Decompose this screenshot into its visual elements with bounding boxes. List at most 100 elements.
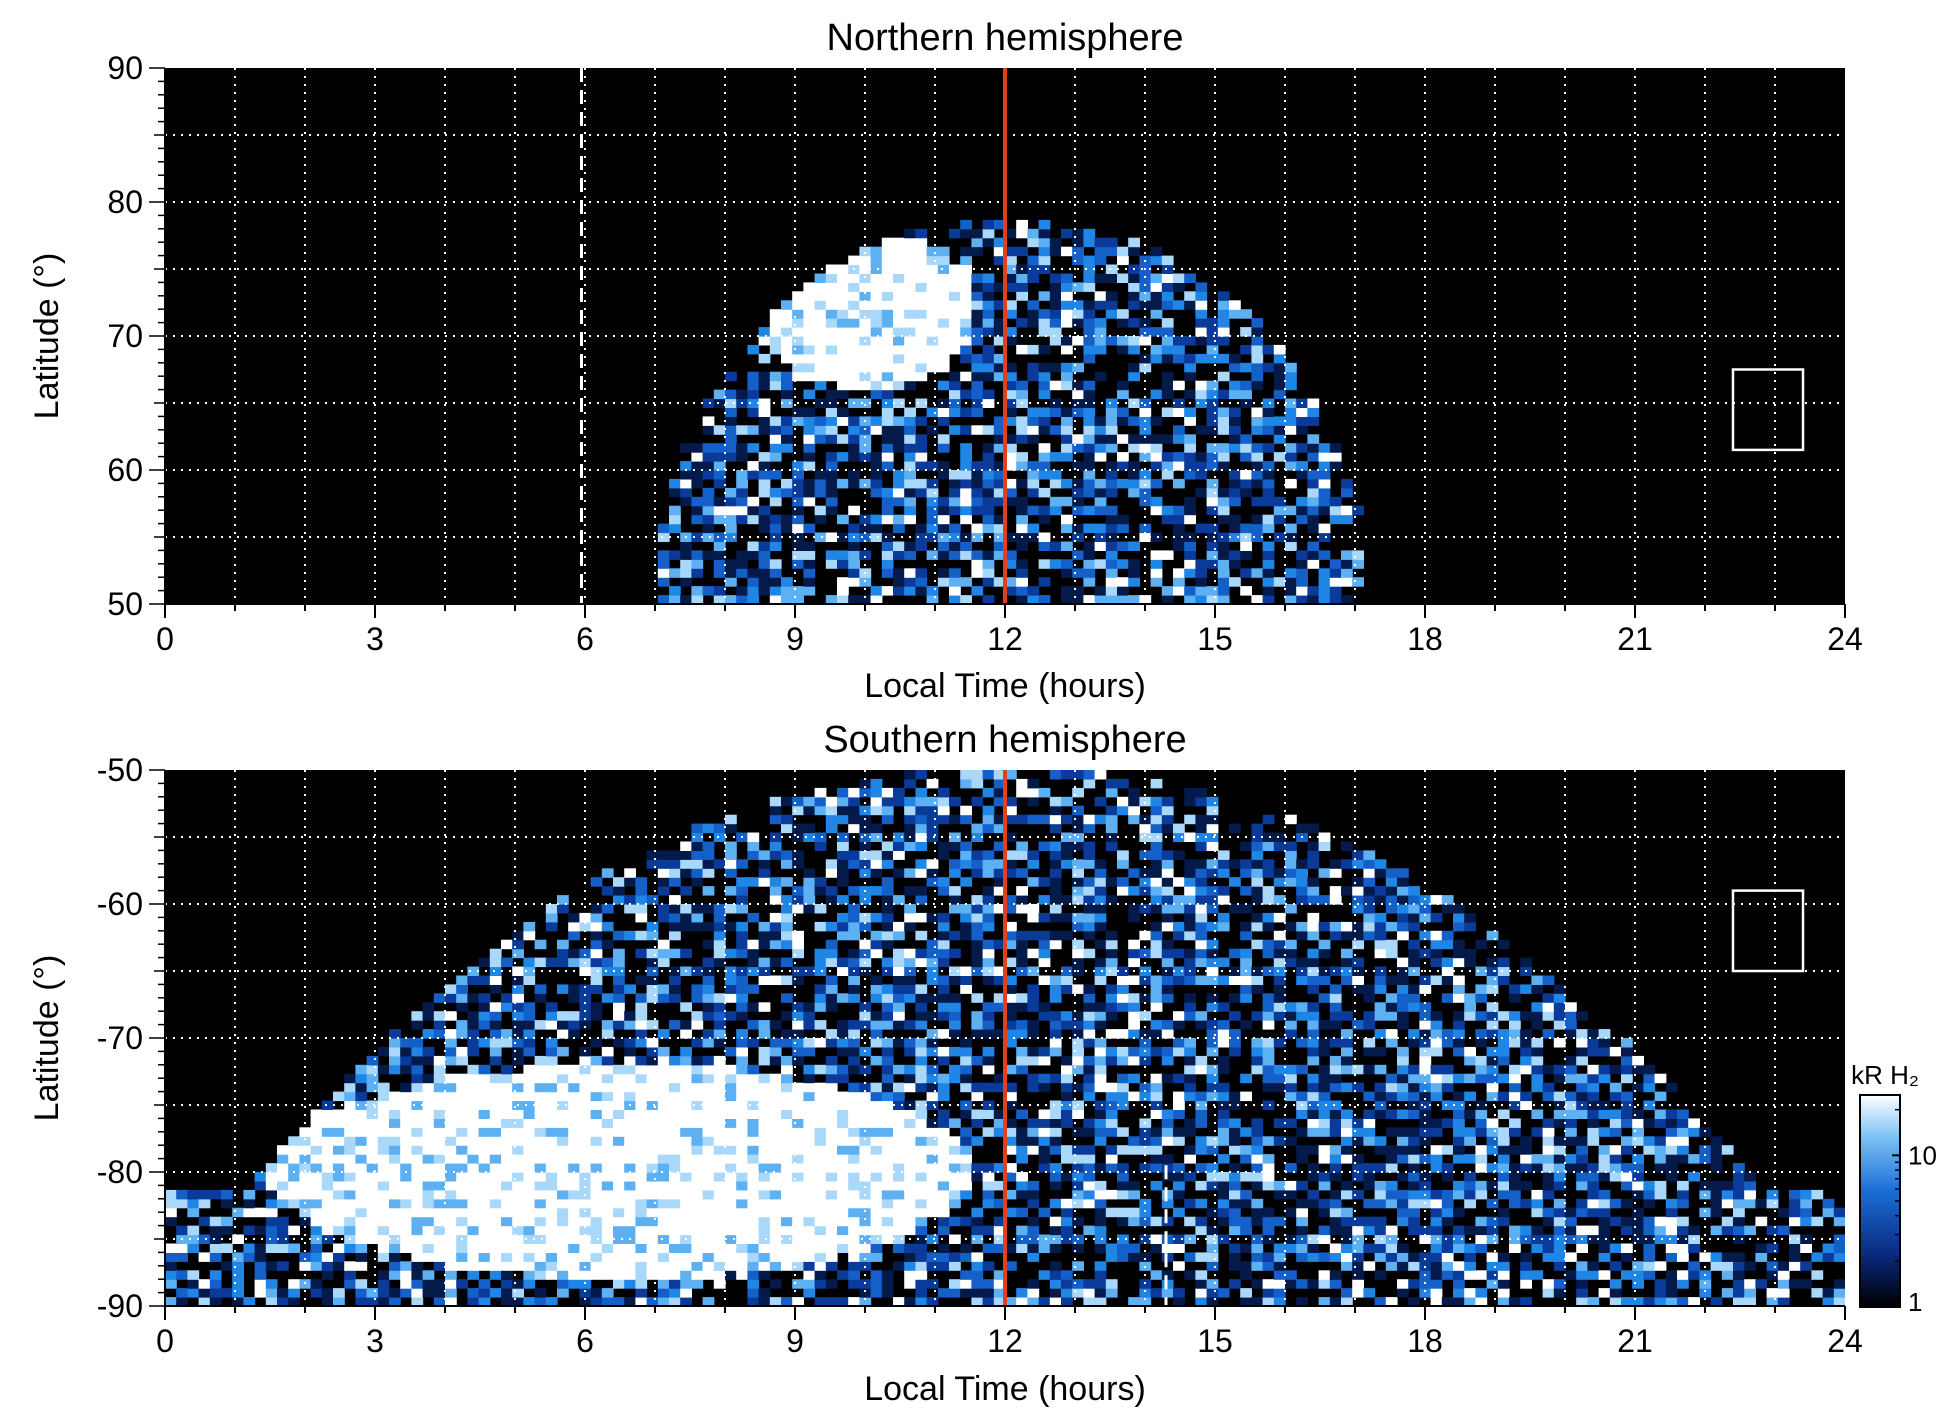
emission-cell xyxy=(937,461,950,471)
emission-cell xyxy=(568,912,580,923)
emission-cell xyxy=(904,975,916,985)
emission-cell xyxy=(960,859,972,869)
emission-cell xyxy=(613,1243,625,1253)
emission-cell xyxy=(859,1020,872,1030)
emission-cell xyxy=(893,416,905,426)
emission-cell xyxy=(288,1189,300,1200)
emission-cell xyxy=(1027,425,1040,435)
emission-cell xyxy=(915,823,928,834)
emission-cell xyxy=(747,1288,760,1298)
emission-cell xyxy=(1128,814,1140,825)
emission-cell xyxy=(1341,577,1353,587)
emission-cell xyxy=(982,895,995,905)
emission-cell xyxy=(1027,1189,1040,1200)
emission-cell xyxy=(937,1055,950,1066)
emission-cell xyxy=(1117,1091,1129,1102)
emission-cell xyxy=(288,1172,300,1182)
emission-cell xyxy=(1038,595,1051,604)
emission-cell xyxy=(814,1243,827,1253)
emission-cell xyxy=(422,1198,435,1209)
emission-cell xyxy=(859,1297,872,1306)
emission-cell xyxy=(904,948,916,959)
emission-cell xyxy=(411,1038,424,1048)
emission-cell xyxy=(1307,505,1320,516)
emission-cell xyxy=(758,850,771,860)
emission-cell xyxy=(1083,814,1096,825)
emission-cell xyxy=(1005,398,1017,408)
emission-cell xyxy=(949,300,961,310)
emission-cell xyxy=(915,1288,928,1298)
emission-cell xyxy=(713,1252,726,1262)
emission-cell xyxy=(937,541,950,551)
emission-cell xyxy=(825,1091,838,1102)
emission-cell xyxy=(669,868,681,878)
emission-cell xyxy=(1117,1073,1129,1084)
emission-cell xyxy=(1195,461,1208,471)
emission-cell xyxy=(590,984,603,994)
emission-cell xyxy=(915,487,928,498)
emission-cell xyxy=(1296,425,1308,435)
emission-cell xyxy=(1027,300,1040,310)
emission-cell xyxy=(1206,1243,1219,1253)
emission-cell xyxy=(814,1145,827,1155)
emission-cell xyxy=(837,514,849,525)
emission-cell xyxy=(1150,823,1163,834)
emission-cell xyxy=(277,1261,289,1271)
emission-cell xyxy=(1184,362,1196,373)
emission-cell xyxy=(646,948,659,959)
emission-cell xyxy=(949,496,961,507)
emission-cell xyxy=(870,291,883,301)
emission-cell xyxy=(1083,1297,1096,1306)
emission-cell xyxy=(568,1189,580,1200)
emission-cell xyxy=(949,1029,961,1039)
emission-cell xyxy=(1240,586,1252,596)
emission-cell xyxy=(657,1279,670,1289)
emission-cell xyxy=(758,1216,771,1227)
emission-cell xyxy=(803,1163,816,1173)
emission-cell xyxy=(568,1279,580,1289)
emission-cell xyxy=(769,805,782,816)
emission-cell xyxy=(937,1163,950,1173)
emission-cell xyxy=(601,939,614,950)
emission-cell xyxy=(949,523,961,534)
emission-cell xyxy=(344,1279,356,1289)
emission-cell xyxy=(366,1172,379,1182)
emission-cell xyxy=(579,1127,592,1137)
emission-cell xyxy=(736,1189,748,1200)
emission-cell xyxy=(837,1189,849,1200)
emission-cell xyxy=(825,353,838,364)
emission-cell xyxy=(993,1270,1006,1280)
emission-cell xyxy=(557,1225,569,1236)
emission-cell xyxy=(209,1216,222,1227)
emission-cell xyxy=(590,1136,603,1146)
emission-cell xyxy=(221,1243,233,1253)
emission-cell xyxy=(333,1207,345,1218)
emission-cell xyxy=(725,1046,737,1057)
emission-cell xyxy=(1105,895,1118,905)
emission-cell xyxy=(1128,577,1140,587)
emission-cell xyxy=(1083,327,1096,337)
emission-cell xyxy=(691,841,704,851)
emission-cell xyxy=(1262,470,1275,480)
emission-cell xyxy=(1105,523,1118,534)
emission-cell xyxy=(1061,452,1073,462)
emission-cell xyxy=(1262,1252,1275,1262)
emission-cell xyxy=(1083,416,1096,426)
emission-cell xyxy=(478,1118,491,1128)
emission-cell xyxy=(915,1216,928,1227)
emission-cell xyxy=(904,505,916,516)
emission-cell xyxy=(825,595,838,604)
emission-cell xyxy=(893,948,905,959)
emission-cell xyxy=(411,1189,424,1200)
emission-cell xyxy=(1173,1207,1185,1218)
emission-cell xyxy=(758,505,771,516)
emission-cell xyxy=(534,1234,547,1244)
emission-cell xyxy=(781,877,793,887)
emission-cell xyxy=(1049,398,1062,408)
emission-cell xyxy=(1184,496,1196,507)
emission-cell xyxy=(1072,487,1084,498)
emission-cell xyxy=(993,532,1006,542)
emission-cell xyxy=(937,291,950,301)
emission-cell xyxy=(1161,407,1174,417)
emission-cell xyxy=(915,1234,928,1244)
